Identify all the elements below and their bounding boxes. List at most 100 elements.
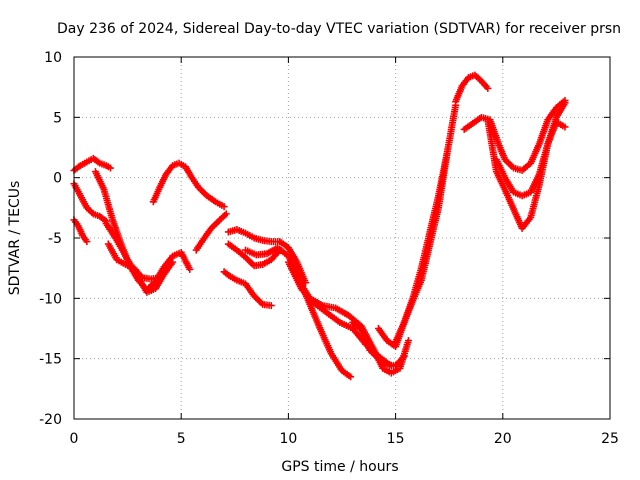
x-tick-label: 25 (601, 431, 619, 447)
data-point-trail (410, 278, 424, 303)
series-arc-i (224, 226, 310, 287)
data-point-trail (214, 199, 226, 209)
data-point-trail (536, 118, 551, 146)
y-tick-label: -5 (48, 231, 62, 247)
data-point-trail (555, 119, 567, 130)
data-point (404, 337, 412, 345)
data-point-trail (536, 142, 551, 176)
data-point-trail (318, 328, 334, 356)
data-point-trail (115, 257, 127, 267)
data-point (169, 258, 177, 266)
data-point-trail (393, 354, 407, 368)
data-point-trail (80, 234, 89, 244)
data-point-trail (390, 366, 402, 376)
data-point (267, 302, 275, 310)
data-point-trail (350, 320, 364, 332)
data-point-trail (183, 165, 195, 180)
data-point-trail (520, 189, 532, 199)
x-tick-label: 10 (279, 431, 297, 447)
data-point-trail (528, 172, 542, 194)
series-arc-k (220, 268, 275, 310)
data-point-trail (79, 159, 89, 168)
series-arc-h (192, 210, 230, 254)
y-tick-label: 0 (53, 171, 62, 187)
data-point-trail (269, 248, 282, 262)
data-point-trail (141, 274, 153, 283)
data-point-trail (85, 205, 96, 216)
data-point-trail (493, 158, 508, 180)
data-point-trail (205, 193, 218, 205)
data-point-trail (473, 73, 484, 84)
data-point-trail (227, 226, 239, 235)
data-point-trail (150, 185, 163, 204)
data-point-trail (97, 214, 109, 224)
data-point (222, 210, 230, 218)
data-point (186, 265, 194, 273)
data-point-trail (171, 249, 183, 259)
data-point-trail (502, 188, 517, 211)
data-points (70, 71, 569, 381)
data-point-trail (244, 230, 256, 241)
data-point-trail (471, 115, 484, 126)
data-point-trail (338, 320, 355, 331)
data-point-trail (178, 250, 193, 271)
data-point-trail (484, 118, 500, 173)
data-point-trail (217, 211, 229, 222)
data-point-trail (244, 247, 258, 258)
data-point-trail (278, 239, 291, 250)
data-point-trail (265, 245, 280, 257)
x-tick-label: 5 (177, 431, 186, 447)
data-point-trail (171, 160, 181, 169)
chart-title: Day 236 of 2024, Sidereal Day-to-day VTE… (57, 21, 621, 37)
data-point-trail (528, 142, 542, 165)
data-point-trail (554, 101, 568, 119)
data-point-trail (479, 79, 490, 91)
data-point-trail (462, 121, 475, 132)
y-tick-label: -15 (39, 352, 62, 368)
data-point-trail (222, 269, 233, 279)
plot-frame (73, 56, 611, 420)
data-point-trail (467, 72, 477, 81)
y-axis-label: SDTVAR / TECUs (7, 181, 23, 296)
data-point-trail (294, 260, 309, 285)
data-point-trail (368, 348, 381, 361)
data-point-trail (235, 248, 248, 260)
data-point-trail (520, 161, 533, 173)
data-point-trail (376, 356, 389, 367)
grid-lines (74, 57, 610, 419)
data-point-trail (91, 211, 102, 219)
data-point-trail (164, 163, 175, 176)
data-point-trail (340, 368, 353, 380)
data-point-trail (329, 352, 345, 373)
data-point-trail (162, 254, 175, 269)
data-point-trail (269, 238, 282, 246)
data-point-trail (114, 238, 130, 262)
data-point-trail (200, 226, 214, 243)
data-point-trail (502, 176, 516, 194)
data-point (561, 99, 569, 107)
data-point-trail (545, 120, 560, 146)
data-point-trail (376, 326, 390, 343)
data-point-trail (252, 261, 264, 269)
data-point (484, 84, 492, 92)
data-point-trail (276, 245, 291, 259)
data-point-trail (153, 272, 167, 291)
data-point (220, 203, 228, 211)
data-point-trail (194, 238, 205, 252)
data-point-trail (177, 160, 187, 170)
data-point-trail (520, 215, 533, 230)
data-point-trail (503, 157, 516, 170)
series-arc-a (70, 154, 114, 174)
data-point-trail (325, 310, 342, 325)
data-point-trail (103, 221, 120, 242)
data-point-trail (527, 183, 543, 219)
data-point-trail (385, 361, 397, 370)
series-arc-q (392, 101, 460, 346)
data-point-trail (157, 172, 169, 189)
data-point-trail (229, 274, 239, 283)
data-point-trail (75, 224, 86, 238)
data-point-trail (101, 188, 116, 222)
data-point-trail (495, 142, 508, 162)
axis-ticks: 0 5 10 15 20 25 -20 -15 -10 -5 0 5 10 (39, 50, 619, 447)
data-point-trail (512, 189, 524, 199)
